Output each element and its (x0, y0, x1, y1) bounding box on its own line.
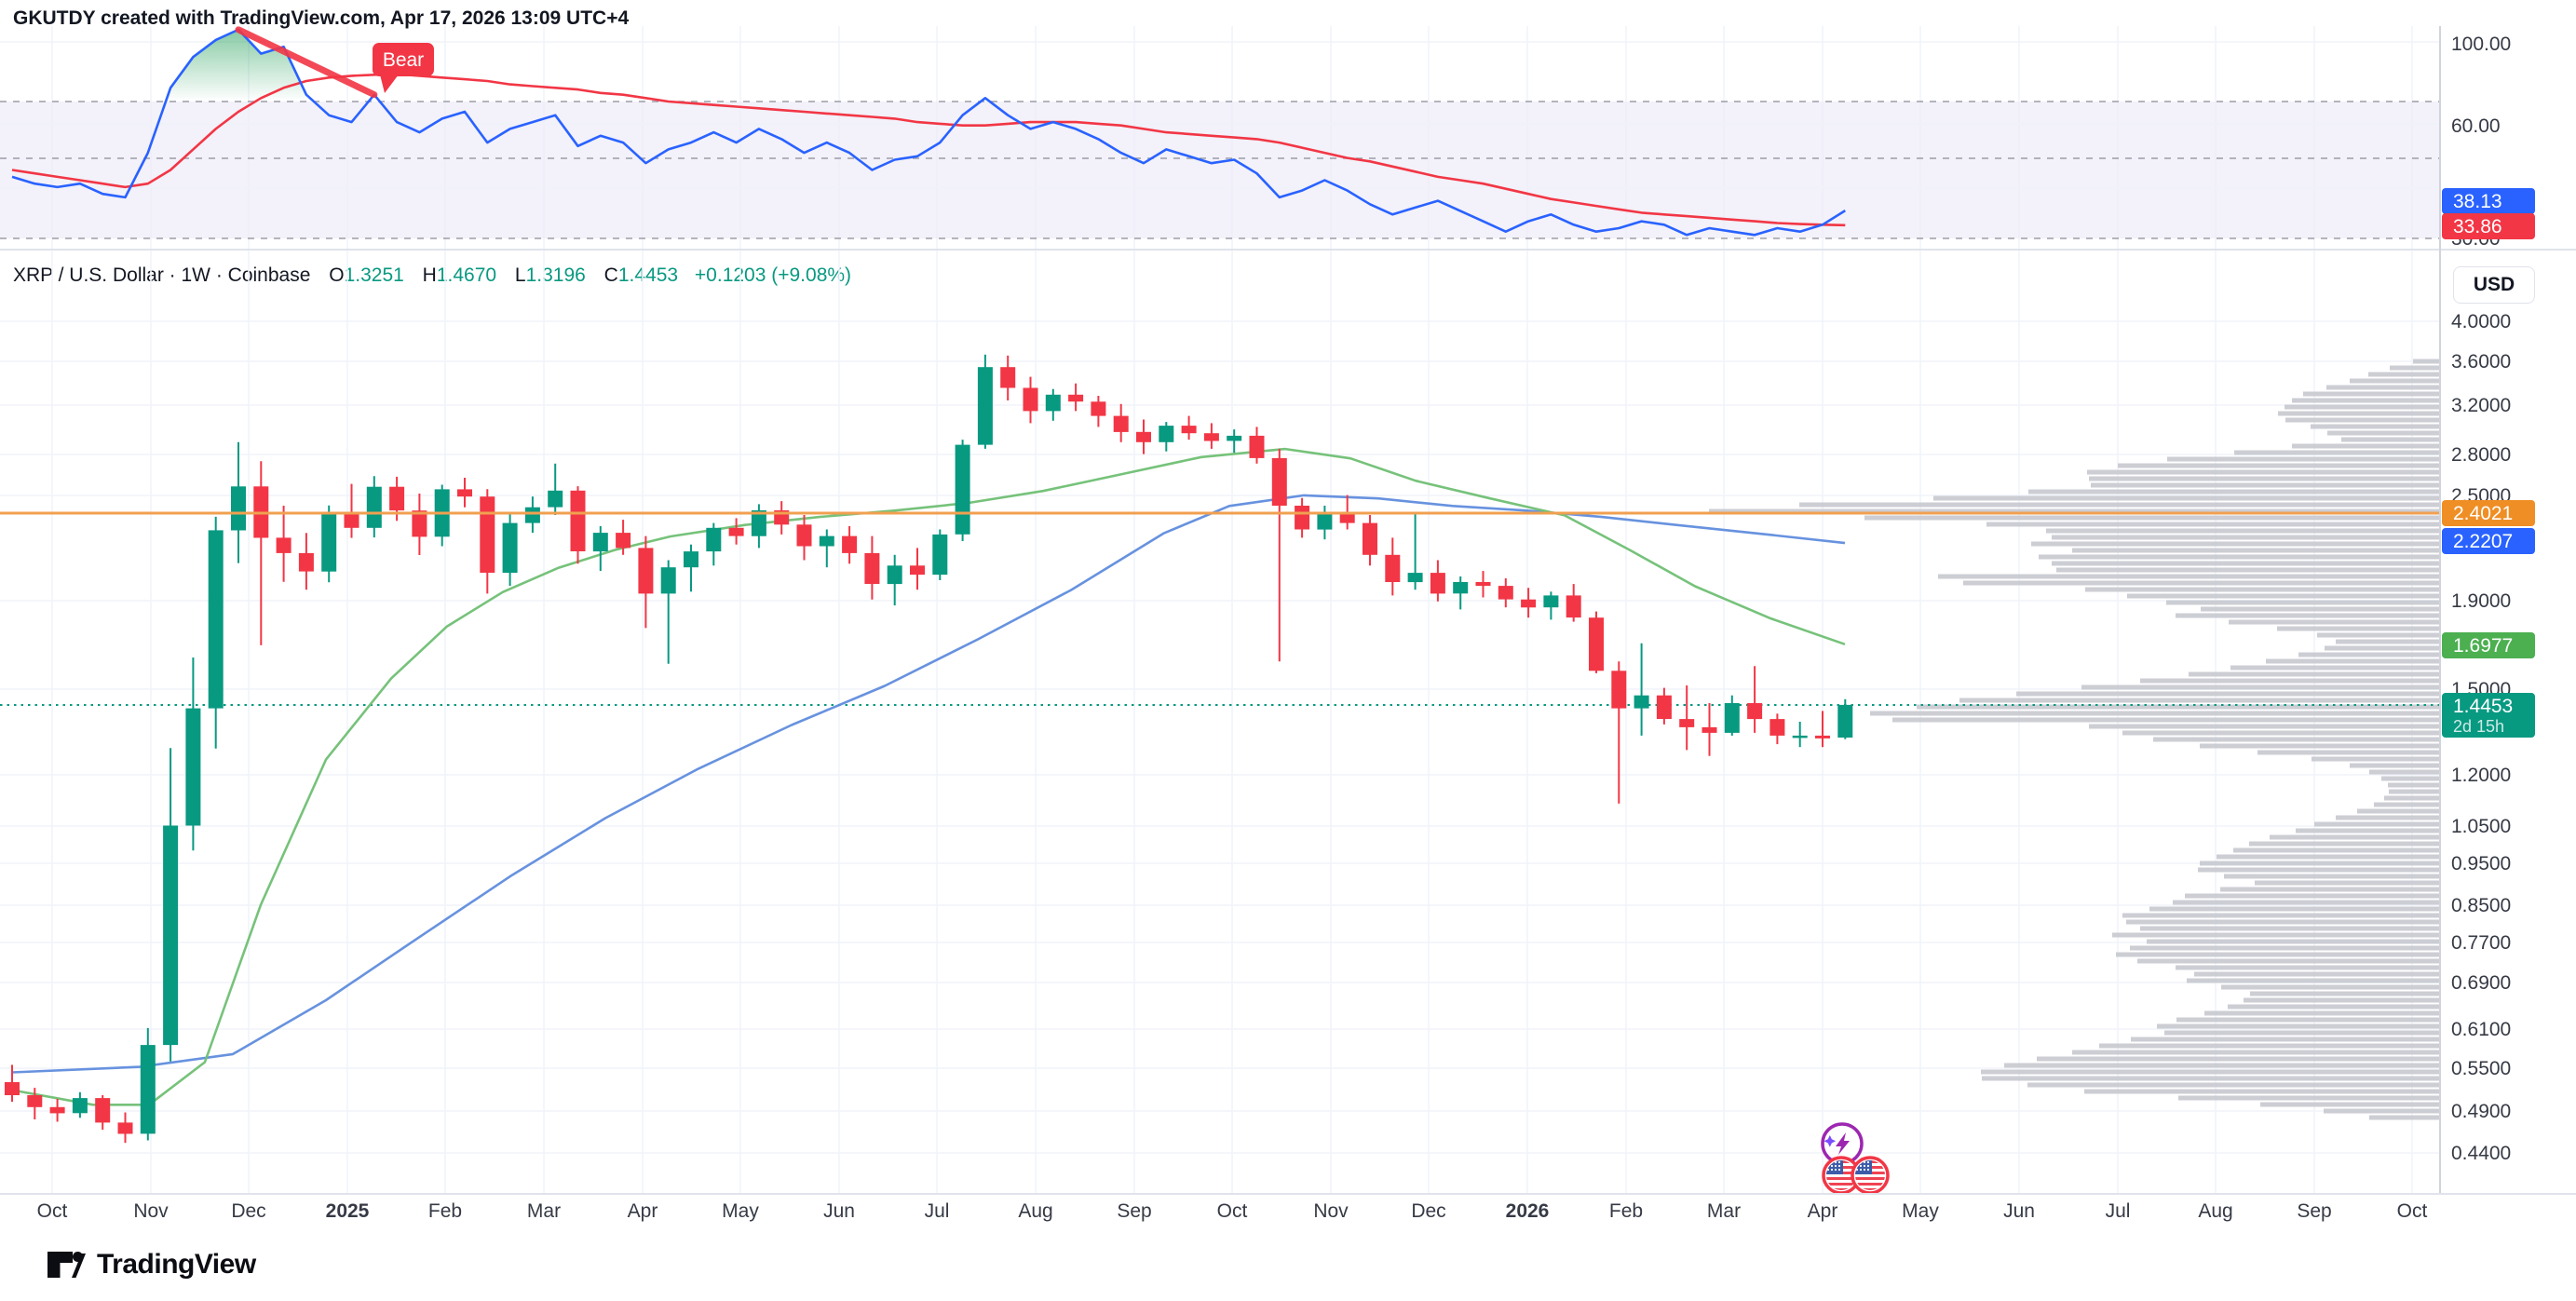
price-axis-tick: 3.2000 (2451, 395, 2511, 416)
price-axis-tick: 0.8500 (2451, 895, 2511, 916)
us-economic-event-icon[interactable] (1851, 1156, 1890, 1194)
price-level-badge: 2.2207 (2442, 528, 2535, 554)
price-axis-tick: 0.7700 (2451, 932, 2511, 954)
price-axis-tick: 0.6100 (2451, 1019, 2511, 1040)
bear-divergence-trendline[interactable] (235, 26, 378, 99)
time-axis-tick: May (722, 1200, 759, 1222)
time-axis-tick: Dec (231, 1200, 265, 1222)
low-value: 1.3196 (525, 264, 586, 286)
tradingview-logo-text: TradingView (97, 1249, 256, 1280)
rsi-value-badge: 38.13 (2442, 188, 2535, 214)
price-axis-tick: 0.5500 (2451, 1058, 2511, 1079)
high-value: 1.4670 (436, 264, 497, 286)
price-axis-tick: 1.0500 (2451, 816, 2511, 837)
price-level-badge: 2.4021 (2442, 500, 2535, 526)
open-value: 1.3251 (344, 264, 404, 286)
high-label: H1.4670 (422, 264, 497, 286)
chart-attribution-header: GKUTDY created with TradingView.com, Apr… (13, 7, 630, 29)
rsi-divergence-fill (166, 29, 314, 102)
svg-text:2.2207: 2.2207 (2453, 531, 2513, 552)
rsi-band-fill (0, 102, 2440, 238)
time-axis-tick: Mar (527, 1200, 561, 1222)
time-axis-tick: Oct (37, 1200, 68, 1222)
low-label: L1.3196 (514, 264, 586, 286)
price-axis-tick: 0.4400 (2451, 1143, 2511, 1164)
price-axis-tick: 1.9000 (2451, 590, 2511, 612)
rsi-pane: Bear (0, 26, 2440, 239)
time-axis-tick: Sep (1117, 1200, 1151, 1222)
svg-text:38.13: 38.13 (2453, 191, 2502, 212)
rsi-value-badge: 33.86 (2442, 213, 2535, 239)
time-axis-tick: Nov (1313, 1200, 1349, 1222)
bar-countdown: 2d 15h (2453, 717, 2504, 736)
time-axis[interactable]: Oct Nov Dec 2025 Feb Mar Apr May Jun Jul Aug Sep Oct… (0, 1193, 2576, 1222)
price-axis-tick: 1.2000 (2451, 765, 2511, 786)
time-axis-tick: Oct (2397, 1200, 2428, 1222)
price-axis-tick: 0.9500 (2451, 853, 2511, 874)
rsi-signal-line (11, 73, 1846, 227)
svg-text:33.86: 33.86 (2453, 216, 2502, 237)
time-axis-tick: Dec (1411, 1200, 1445, 1222)
time-axis-tick: May (1902, 1200, 1939, 1222)
tradingview-logo[interactable]: TradingView (47, 1248, 256, 1281)
price-level-badge: 1.6977 (2442, 632, 2535, 658)
time-axis-tick: 2025 (326, 1200, 370, 1222)
volume-profile (1709, 359, 2440, 1120)
svg-text:2.4021: 2.4021 (2453, 503, 2513, 524)
time-axis-tick: Jul (925, 1200, 950, 1222)
time-axis-tick: Apr (628, 1200, 658, 1222)
open-label: O1.3251 (329, 264, 404, 286)
rsi-axis-tick: 60.00 (2451, 115, 2501, 137)
currency-toggle-button[interactable]: USD (2453, 266, 2535, 304)
svg-text:1.6977: 1.6977 (2453, 635, 2513, 657)
price-axis-tick: 2.8000 (2451, 444, 2511, 466)
time-axis-tick: Jun (2003, 1200, 2035, 1222)
symbol-title[interactable]: XRP / U.S. Dollar · 1W · Coinbase (13, 264, 311, 286)
time-axis-tick: Jul (2106, 1200, 2131, 1222)
svg-text:1.4453: 1.4453 (2453, 696, 2513, 717)
rsi-axis-tick: 100.00 (2451, 34, 2511, 55)
tradingview-logo-icon (47, 1252, 86, 1278)
price-axis-tick: 0.4900 (2451, 1101, 2511, 1122)
time-axis-tick: Mar (1707, 1200, 1741, 1222)
time-axis-tick: Aug (1018, 1200, 1052, 1222)
close-value: 1.4453 (617, 264, 679, 286)
bear-label: Bear (373, 43, 434, 93)
change-value: +0.1203 (+9.08%) (694, 264, 852, 286)
price-axis-tick: 3.6000 (2451, 351, 2511, 373)
candlestick-series (5, 354, 1853, 1144)
time-axis-tick: Apr (1808, 1200, 1838, 1222)
time-axis-tick: Feb (1609, 1200, 1643, 1222)
close-label: C1.4453 (603, 264, 679, 286)
time-axis-tick: Jun (823, 1200, 855, 1222)
time-axis-tick: Oct (1217, 1200, 1248, 1222)
main-pane: 100.0060.0030.004.00003.60003.20002.8000… (0, 26, 2576, 1222)
svg-text:Bear: Bear (383, 49, 424, 71)
symbol-legend: XRP / U.S. Dollar · 1W · Coinbase O1.325… (13, 264, 851, 287)
chart-canvas[interactable]: Bear100.0060.0030.004.00003.60003.20002.… (0, 0, 2576, 1239)
time-axis-tick: Sep (2297, 1200, 2331, 1222)
rsi-line (11, 28, 1846, 237)
price-axis-tick: 0.6900 (2451, 972, 2511, 994)
price-axis-tick: 4.0000 (2451, 311, 2511, 332)
time-axis-tick: Feb (428, 1200, 462, 1222)
ma-blue-line (11, 494, 1846, 1074)
time-axis-tick: Aug (2198, 1200, 2232, 1222)
time-axis-tick: 2026 (1506, 1200, 1550, 1222)
time-axis-tick: Nov (133, 1200, 169, 1222)
price-axis[interactable]: 100.0060.0030.004.00003.60003.20002.8000… (2439, 26, 2535, 1194)
